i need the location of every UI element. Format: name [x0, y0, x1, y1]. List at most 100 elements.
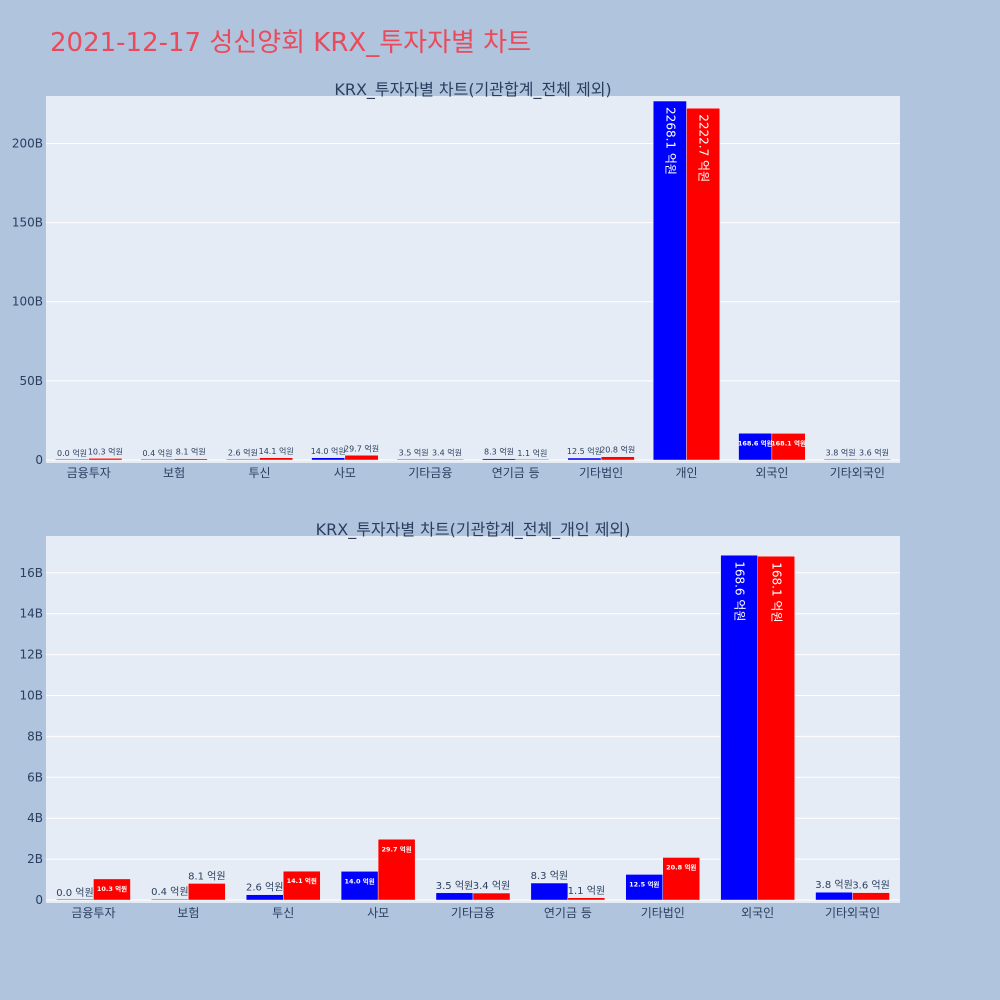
x-tick-label: 보험: [163, 466, 185, 480]
sell-bar: [857, 459, 891, 461]
buy-bar: [823, 459, 858, 461]
x-tick-label: 연기금 등: [544, 906, 592, 920]
data-label: 3.5 억원: [436, 880, 473, 892]
data-label: 29.7 억원: [344, 443, 379, 453]
sell-bar: [173, 458, 208, 461]
x-tick-label: 기타법인: [641, 906, 685, 920]
data-label: 3.5 억원: [399, 447, 429, 457]
data-label: 8.3 억원: [484, 447, 514, 457]
sell-bar: [344, 455, 379, 461]
y-tick-label: 100B: [12, 295, 43, 309]
y-tick-label: 4B: [27, 811, 43, 825]
sell-bar: [377, 839, 416, 901]
buy-bar: [340, 871, 379, 901]
data-label: 2.6 억원: [246, 882, 283, 894]
y-tick-label: 14B: [19, 607, 43, 621]
y-tick-label: 150B: [12, 216, 43, 230]
y-tick-label: 6B: [27, 770, 43, 784]
data-label: 168.6 억원: [738, 438, 773, 447]
chart-subtitle: KRX_투자자별 차트(기관합계_전체 제외): [334, 80, 611, 100]
sell-bar: [600, 456, 635, 461]
buy-bar: [530, 882, 569, 901]
y-tick-label: 12B: [19, 648, 43, 662]
y-tick-label: 0: [35, 453, 43, 467]
data-label: 3.8 억원: [815, 879, 852, 891]
data-label: 20.8 억원: [600, 445, 635, 455]
x-tick-label: 금융투자: [67, 466, 111, 480]
sell-bar: [188, 883, 226, 901]
buy-bar: [246, 894, 284, 901]
plot-area: [46, 96, 900, 463]
x-tick-label: 기타금융: [451, 906, 495, 920]
y-tick-label: 50B: [19, 374, 43, 388]
x-tick-label: 금융투자: [71, 906, 115, 920]
data-label: 0.4 억원: [151, 886, 188, 898]
buy-bar: [567, 457, 602, 461]
x-tick-label: 기타외국인: [830, 466, 885, 480]
data-label: 8.1 억원: [188, 870, 225, 882]
data-label: 20.8 억원: [666, 862, 696, 871]
buy-bar: [225, 459, 260, 461]
sell-bar: [757, 556, 795, 901]
data-label: 0.0 억원: [56, 887, 93, 899]
data-label: 168.1 억원: [771, 438, 806, 447]
buy-bar: [396, 459, 431, 461]
data-label: 1.1 억원: [568, 885, 605, 897]
sell-bar: [686, 108, 721, 461]
y-tick-label: 8B: [27, 729, 43, 743]
data-label: 3.6 억원: [859, 447, 889, 457]
data-label: 3.8 억원: [826, 447, 856, 457]
buy-bar: [56, 899, 94, 901]
data-label: 168.1 억원: [770, 562, 784, 622]
x-tick-label: 연기금 등: [492, 466, 540, 480]
sell-bar: [567, 897, 606, 901]
data-label: 1.1 억원: [517, 448, 547, 458]
sell-bar: [93, 878, 131, 901]
data-label: 14.1 억원: [259, 446, 294, 456]
sell-bar: [259, 457, 294, 461]
buy-bar: [652, 100, 687, 461]
data-label: 12.5 억원: [567, 446, 602, 456]
buy-bar: [311, 457, 346, 461]
data-label: 10.3 억원: [88, 446, 123, 456]
chart-subtitle: KRX_투자자별 차트(기관합계_전체_개인 제외): [316, 520, 631, 540]
data-label: 2268.1 억원: [663, 107, 677, 175]
y-tick-label: 2B: [27, 852, 43, 866]
buy-bar: [140, 459, 175, 461]
buy-bar: [435, 892, 474, 901]
buy-bar: [815, 892, 853, 901]
data-label: 8.3 억원: [531, 870, 568, 882]
x-tick-label: 기타법인: [579, 466, 623, 480]
buy-bar: [151, 898, 189, 901]
x-tick-label: 개인: [675, 466, 697, 480]
data-label: 14.1 억원: [287, 876, 317, 885]
y-tick-label: 200B: [12, 136, 43, 150]
x-tick-label: 사모: [367, 906, 389, 920]
data-label: 2.6 억원: [228, 448, 258, 458]
x-tick-label: 기타외국인: [825, 906, 880, 920]
x-tick-label: 사모: [334, 466, 356, 480]
x-tick-label: 투신: [248, 466, 270, 480]
data-label: 8.1 억원: [176, 447, 206, 457]
sell-bar: [430, 459, 464, 461]
buy-bar: [625, 874, 663, 901]
y-tick-label: 16B: [19, 566, 43, 580]
x-tick-label: 외국인: [755, 466, 788, 480]
data-label: 14.0 억원: [311, 446, 346, 456]
data-label: 2222.7 억원: [697, 114, 711, 182]
x-tick-label: 기타금융: [408, 466, 452, 480]
page-title: 2021-12-17 성신양회 KRX_투자자별 차트: [50, 28, 532, 58]
data-label: 3.4 억원: [473, 880, 510, 892]
x-tick-label: 투신: [272, 906, 294, 920]
data-label: 0.4 억원: [142, 448, 172, 458]
sell-bar: [771, 433, 806, 461]
sell-bar: [662, 857, 700, 901]
x-tick-label: 보험: [177, 906, 199, 920]
data-label: 29.7 억원: [381, 844, 411, 853]
buy-bar: [482, 458, 516, 461]
sell-bar: [283, 870, 321, 901]
sell-bar: [88, 458, 123, 461]
data-label: 0.0 억원: [57, 448, 87, 458]
data-label: 3.6 억원: [852, 880, 889, 892]
